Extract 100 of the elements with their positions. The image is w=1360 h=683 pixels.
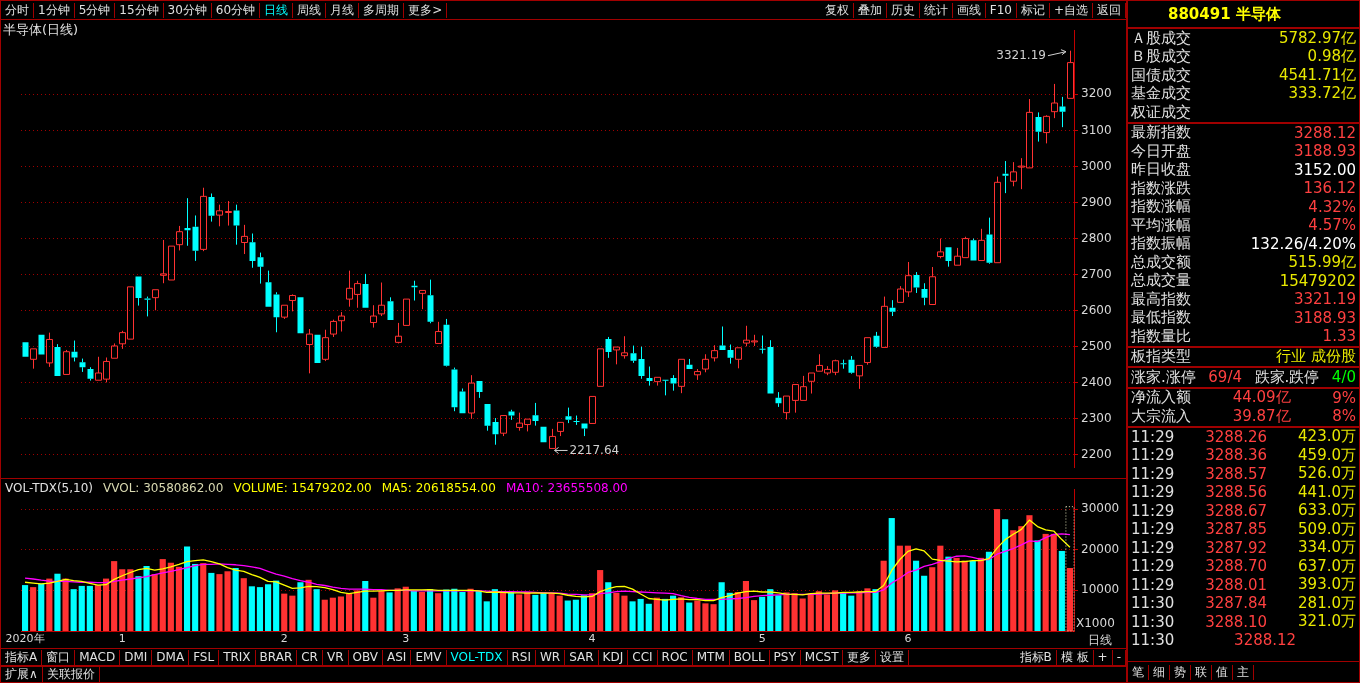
y-tick-label: 2600	[1081, 302, 1112, 317]
text: 跌家.跌停	[1254, 367, 1320, 386]
y-tick-label: 20000	[1081, 541, 1120, 556]
text: 633.0万	[1298, 501, 1356, 520]
category-label: 60分钟	[211, 2, 261, 18]
category-label: DMI	[120, 649, 153, 665]
category-label: 叠加	[853, 2, 887, 18]
y-tick-label: 2300	[1081, 410, 1112, 425]
x-tick-label: 3	[402, 632, 410, 646]
category-label: 30分钟	[163, 2, 212, 18]
category-label: 更多	[843, 649, 877, 665]
x-tick-label: 2020年	[5, 632, 45, 646]
category-label: 5分钟	[74, 2, 116, 18]
category-label: 主	[1233, 664, 1254, 680]
text: 3288.36	[1205, 446, 1268, 465]
text: 行业 成份股	[1276, 347, 1356, 366]
category-label: 11:29	[1131, 520, 1175, 539]
category-label: 画线	[952, 2, 986, 18]
text: 3287.92	[1205, 538, 1268, 557]
category-label: 分时	[1, 2, 34, 18]
y-tick-label: 3000	[1081, 158, 1112, 173]
category-label: Ｂ股成交	[1131, 47, 1191, 67]
y-tick-label: 2700	[1081, 266, 1112, 281]
category-label: 11:29	[1131, 483, 1175, 502]
text: 1.33	[1322, 327, 1356, 346]
category-label: CR	[297, 649, 323, 665]
text: 5782.97亿	[1278, 28, 1356, 47]
text: VVOL: 30580862.00	[103, 481, 224, 495]
text: 393.0万	[1298, 575, 1356, 594]
text: 3188.93	[1293, 142, 1356, 161]
category-label: 指数量比	[1131, 326, 1191, 346]
category-label: FSL	[189, 649, 220, 665]
text: 4/0	[1331, 368, 1356, 387]
category-label: 指数涨跌	[1131, 178, 1191, 198]
text: 39.87亿	[1232, 406, 1291, 425]
category-label: 11:29	[1131, 446, 1175, 465]
text: 423.0万	[1298, 427, 1356, 446]
category-label: MTM	[692, 649, 730, 665]
category-label: 关联报价	[42, 667, 100, 682]
category-label: 标记	[1016, 2, 1050, 18]
category-label: SAR	[565, 649, 599, 665]
category-label: OBV	[348, 649, 384, 665]
y-tick-label: 2800	[1081, 230, 1112, 245]
category-label: ROC	[657, 649, 693, 665]
annotation: 2217.64	[569, 442, 620, 457]
y-tick-label: 3200	[1081, 86, 1112, 101]
category-label: 11:30	[1131, 594, 1175, 613]
category-label: 大宗流入	[1131, 406, 1191, 426]
category-label: MACD	[75, 649, 121, 665]
category-label: -	[1112, 649, 1126, 665]
category-label: 日线	[260, 2, 294, 18]
category-label: 指标B	[1015, 649, 1057, 665]
y-tick-label: 2200	[1081, 446, 1112, 461]
text: 459.0万	[1298, 445, 1356, 464]
category-label: 窗口	[42, 649, 76, 665]
category-label: 昨日收盘	[1131, 160, 1191, 180]
text: 3287.85	[1205, 520, 1268, 539]
y-tick-label: 2400	[1081, 374, 1112, 389]
annotation: 3321.19	[996, 47, 1046, 62]
category-label: 统计	[919, 2, 953, 18]
category-label: +	[1093, 649, 1113, 665]
category-label: 涨家.涨停	[1131, 367, 1196, 387]
category-label: 复权	[820, 2, 854, 18]
chart-title: 半导体(日线)	[3, 21, 79, 39]
category-label: 今日开盘	[1131, 141, 1191, 161]
x-tick-label: 5	[758, 632, 766, 646]
category-label: 11:29	[1131, 464, 1175, 483]
category-label: 11:30	[1131, 631, 1175, 650]
text: 333.72亿	[1288, 84, 1356, 103]
text: 637.0万	[1298, 556, 1356, 575]
category-label: 总成交量	[1131, 271, 1191, 291]
text: 3288.56	[1205, 483, 1268, 502]
category-label: DMA	[152, 649, 190, 665]
text: 3288.01	[1205, 575, 1268, 594]
text: 3288.57	[1205, 464, 1268, 483]
category-label: MCST	[800, 649, 844, 665]
y-tick-label: 30000	[1081, 501, 1120, 516]
text: 15479202	[1279, 271, 1356, 290]
text: 3288.12	[1293, 123, 1356, 142]
category-label: 11:29	[1131, 427, 1175, 446]
category-label: 历史	[886, 2, 920, 18]
text: 132.26/4.20%	[1250, 234, 1356, 253]
annotation: VOLUME: 15479202.00	[233, 481, 372, 495]
text: 334.0万	[1298, 538, 1356, 557]
category-label: 11:30	[1131, 612, 1175, 631]
category-label: F10	[985, 2, 1017, 18]
y-tick-label: 10000	[1081, 582, 1120, 597]
category-label: VOL-TDX	[446, 649, 508, 665]
x-axis-title: 日线	[1088, 632, 1112, 649]
category-label: CCI	[628, 649, 658, 665]
category-label: TRIX	[219, 649, 256, 665]
category-label: 总成交额	[1131, 252, 1191, 272]
category-label: 最新指数	[1131, 123, 1191, 143]
category-label: 11:29	[1131, 557, 1175, 576]
category-label: VR	[322, 649, 349, 665]
category-label: BRAR	[255, 649, 298, 665]
text: 321.0万	[1298, 612, 1356, 631]
category-label: 细	[1149, 664, 1170, 680]
category-label: 模 板	[1056, 649, 1094, 665]
category-label: 基金成交	[1131, 84, 1191, 104]
